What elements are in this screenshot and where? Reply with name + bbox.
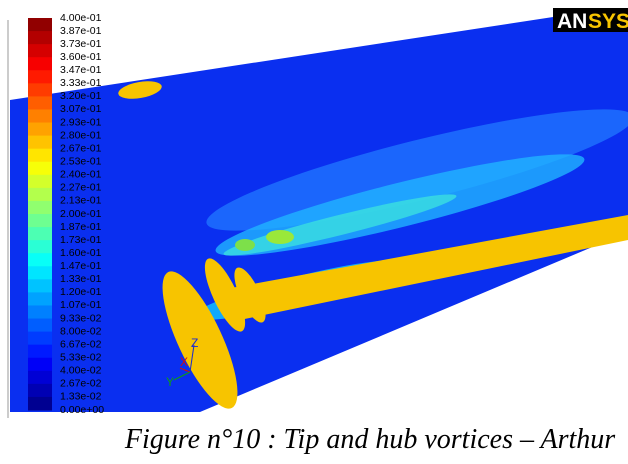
colorbar-band xyxy=(28,96,52,110)
colorbar-label: 1.07e-01 xyxy=(60,299,102,311)
colorbar-label: 4.00e-02 xyxy=(60,365,102,377)
axis-label: Y xyxy=(166,375,174,389)
colorbar-label: 2.00e-01 xyxy=(60,208,102,220)
colorbar-label: 3.73e-01 xyxy=(60,38,102,50)
axis-label: Z xyxy=(191,336,198,350)
colorbar-band xyxy=(28,201,52,215)
colorbar-band xyxy=(28,188,52,202)
colorbar-band xyxy=(28,227,52,241)
colorbar-label: 9.33e-02 xyxy=(60,312,102,324)
axis-label: X xyxy=(180,355,188,369)
colorbar-band xyxy=(28,332,52,346)
colorbar-band xyxy=(28,292,52,306)
colorbar-label: 3.60e-01 xyxy=(60,51,102,63)
colorbar-label: 6.67e-02 xyxy=(60,338,102,350)
colorbar-label: 3.33e-01 xyxy=(60,77,102,89)
colorbar-label: 1.20e-01 xyxy=(60,286,102,298)
colorbar-label: 3.87e-01 xyxy=(60,25,102,37)
colorbar-band xyxy=(28,371,52,385)
colorbar-band xyxy=(28,44,52,58)
colorbar-band xyxy=(28,266,52,280)
colorbar-label: 1.33e-01 xyxy=(60,273,102,285)
colorbar-band xyxy=(28,384,52,398)
colorbar-label: 2.13e-01 xyxy=(60,195,102,207)
colorbar-label: 3.47e-01 xyxy=(60,64,102,76)
caption: Figure n°10 : Tip and hub vortices – Art… xyxy=(124,424,615,455)
colorbar-label: 2.27e-01 xyxy=(60,182,102,194)
colorbar-label: 3.20e-01 xyxy=(60,90,102,102)
colorbar-band xyxy=(28,319,52,333)
colorbar-label: 2.53e-01 xyxy=(60,156,102,168)
colorbar-label: 3.07e-01 xyxy=(60,103,102,115)
colorbar-band xyxy=(28,109,52,123)
colorbar-band xyxy=(28,136,52,150)
colorbar-label: 4.00e-01 xyxy=(60,12,102,24)
colorbar-label: 1.47e-01 xyxy=(60,260,102,272)
figure: 4.00e-013.87e-013.73e-013.60e-013.47e-01… xyxy=(0,0,628,464)
colorbar-band xyxy=(28,253,52,267)
colorbar-band xyxy=(28,279,52,293)
colorbar-band xyxy=(28,358,52,372)
colorbar-band xyxy=(28,31,52,45)
colorbar-band xyxy=(28,240,52,254)
colorbar-band xyxy=(28,57,52,71)
colorbar-band xyxy=(28,83,52,97)
logo-text: SYS xyxy=(588,10,628,33)
colorbar: 4.00e-013.87e-013.73e-013.60e-013.47e-01… xyxy=(28,12,104,416)
colorbar-label: 8.00e-02 xyxy=(60,325,102,337)
colorbar-band xyxy=(28,18,52,32)
colorbar-label: 1.33e-02 xyxy=(60,391,102,403)
colorbar-band xyxy=(28,175,52,189)
colorbar-band xyxy=(28,123,52,137)
colorbar-band xyxy=(28,305,52,319)
colorbar-label: 1.73e-01 xyxy=(60,234,102,246)
logo-text: AN xyxy=(557,10,587,33)
colorbar-label: 2.80e-01 xyxy=(60,129,102,141)
colorbar-band xyxy=(28,397,52,411)
colorbar-label: 1.87e-01 xyxy=(60,221,102,233)
colorbar-label: 2.67e-01 xyxy=(60,142,102,154)
colorbar-band xyxy=(28,70,52,84)
colorbar-label: 2.67e-02 xyxy=(60,378,102,390)
colorbar-label: 2.40e-01 xyxy=(60,169,102,181)
colorbar-band xyxy=(28,162,52,176)
colorbar-band xyxy=(28,149,52,163)
colorbar-label: 1.60e-01 xyxy=(60,247,102,259)
colorbar-band xyxy=(28,345,52,359)
colorbar-label: 5.33e-02 xyxy=(60,352,102,364)
colorbar-label: 2.93e-01 xyxy=(60,116,102,128)
colorbar-band xyxy=(28,214,52,228)
colorbar-label: 0.00e+00 xyxy=(60,404,104,416)
